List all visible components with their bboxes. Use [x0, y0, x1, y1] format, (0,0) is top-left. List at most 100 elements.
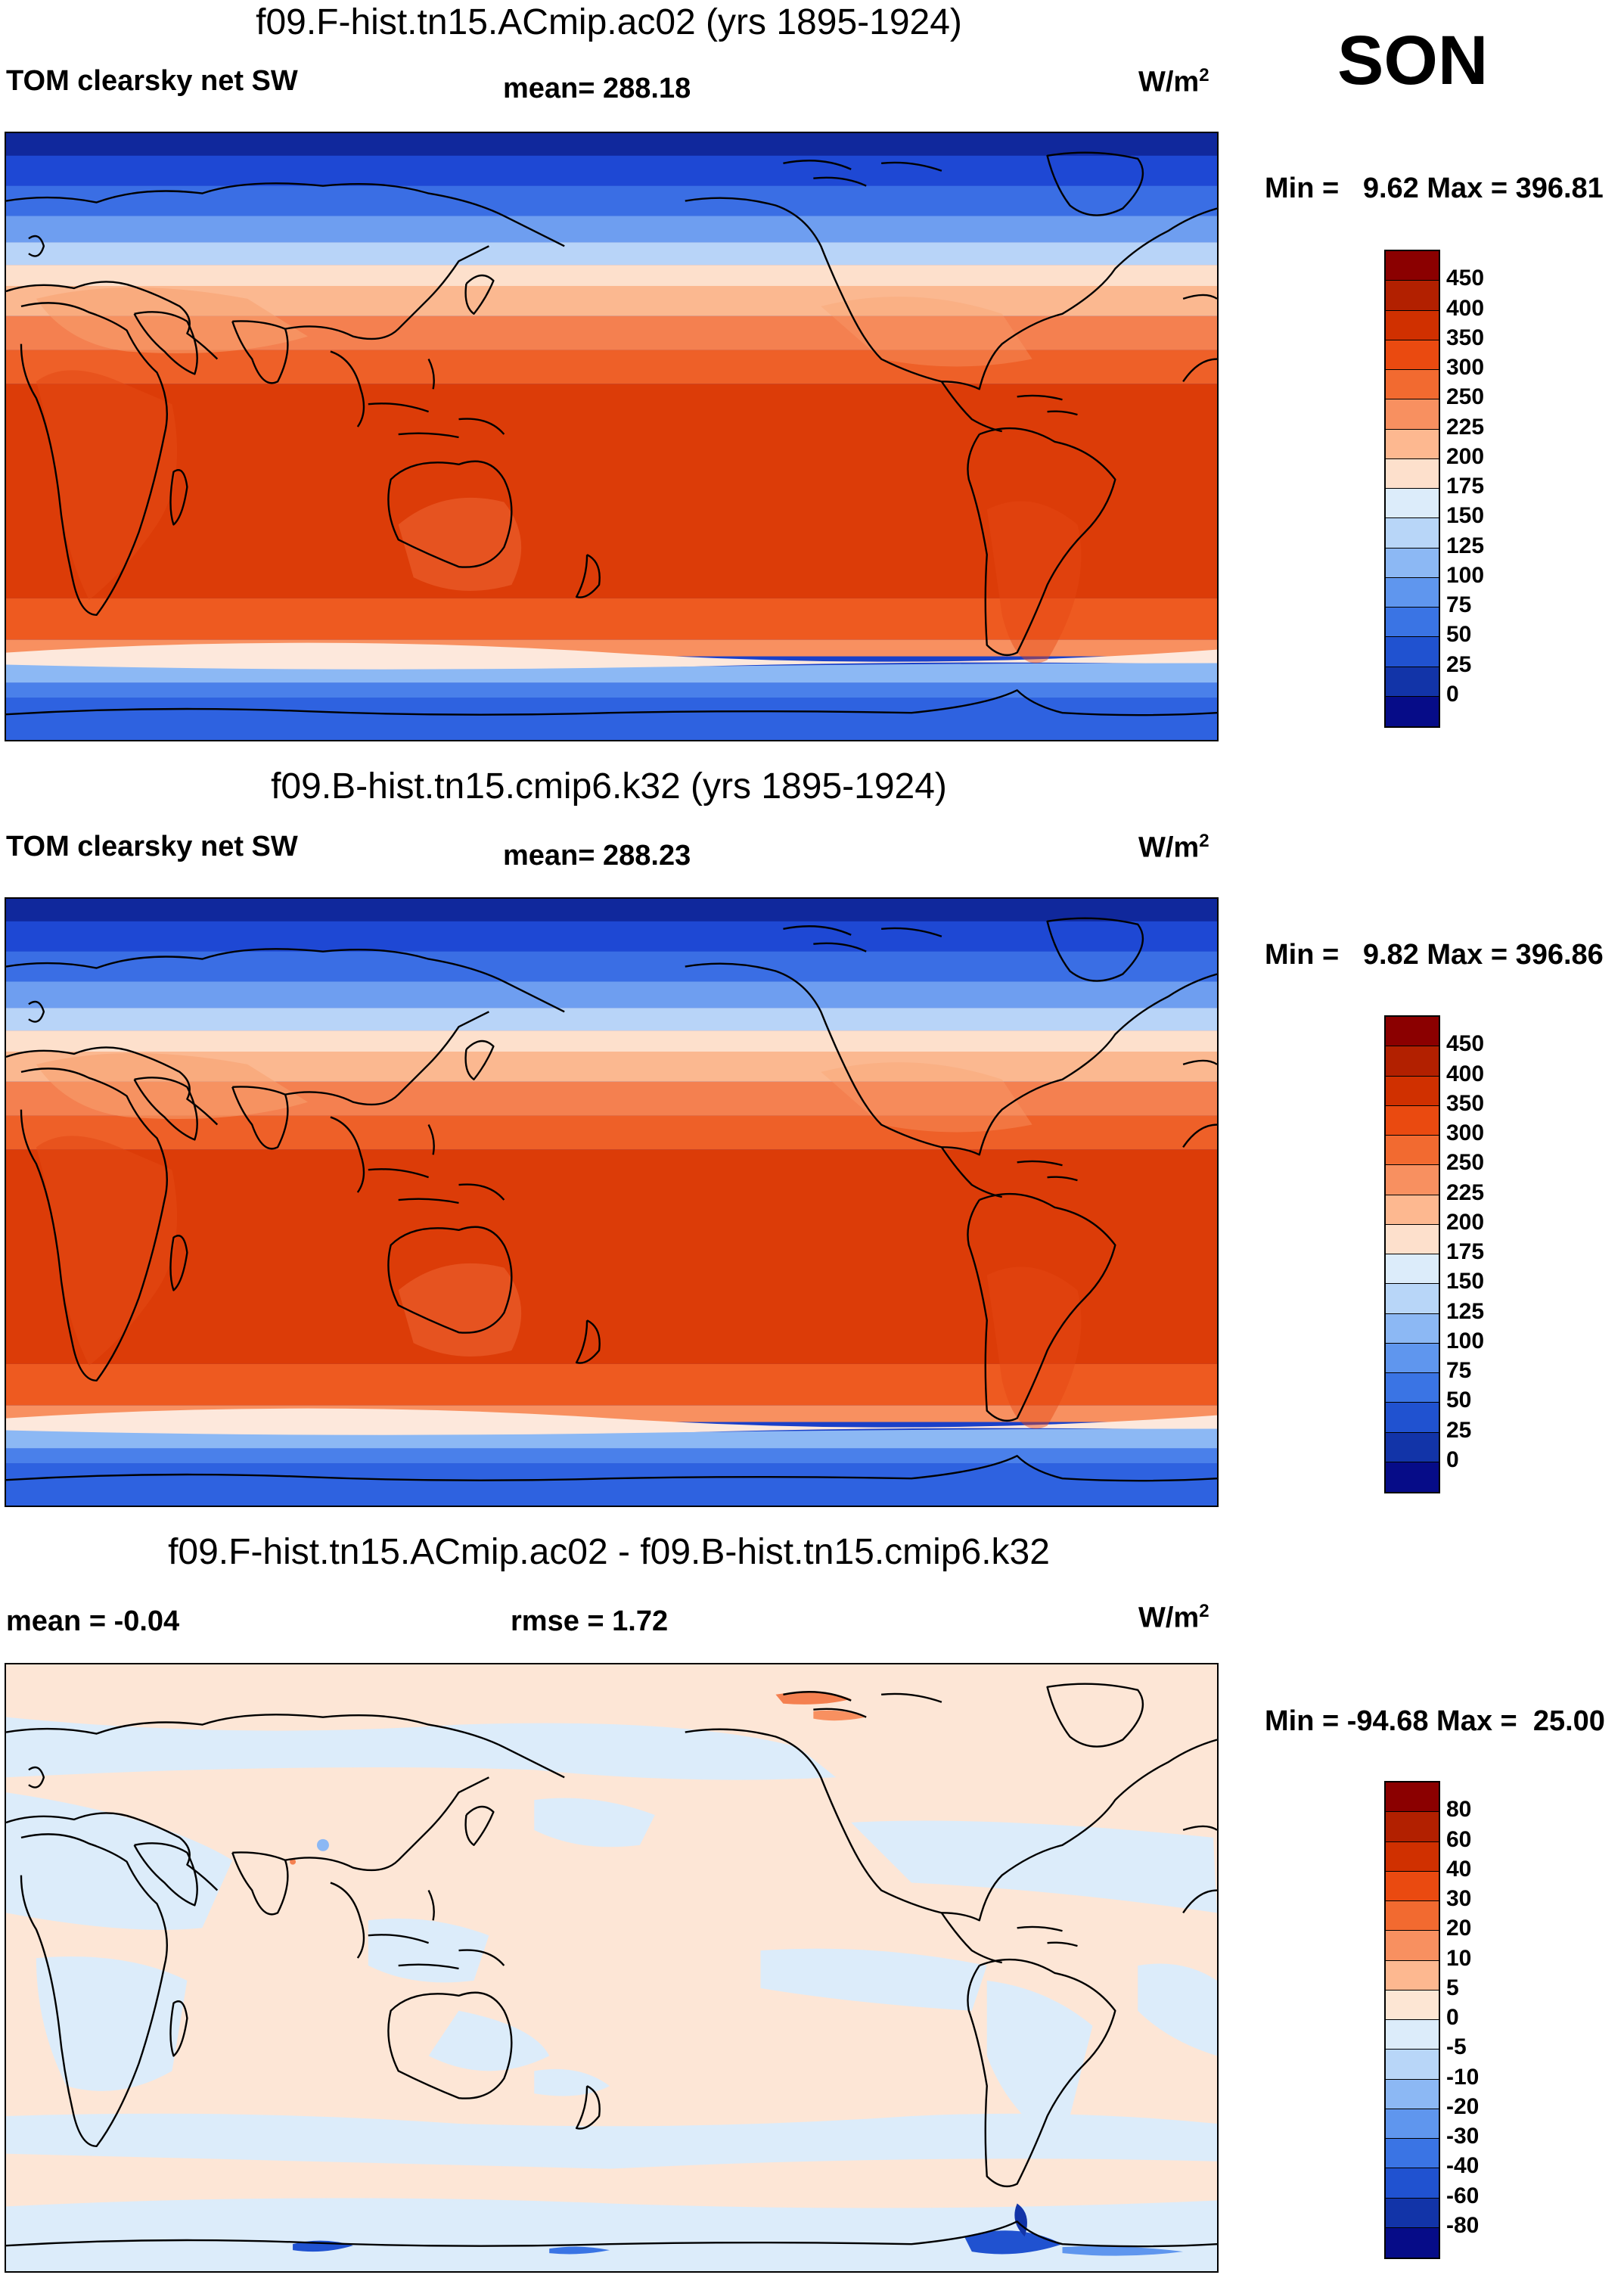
colorbar-swatch	[1386, 458, 1439, 489]
colorbar-swatch	[1386, 1960, 1439, 1991]
colorbar-swatch	[1386, 399, 1439, 430]
colorbar-swatch	[1386, 340, 1439, 370]
units-text: W/m	[1138, 831, 1200, 864]
panel-3-map-svg	[6, 1664, 1217, 2271]
colorbar-swatch	[1386, 1931, 1439, 1961]
colorbar-tick-label: 225	[1446, 414, 1485, 440]
colorbar-swatch	[1386, 1432, 1439, 1462]
colorbar-tick-label: 80	[1446, 1797, 1472, 1823]
colorbar-swatch	[1386, 310, 1439, 340]
colorbar-tick-label: 300	[1446, 355, 1485, 380]
colorbar-swatch	[1386, 2168, 1439, 2199]
panel-1-minmax: Min = 9.62 Max = 396.81	[1265, 172, 1604, 204]
colorbar-tick-label: 75	[1446, 1358, 1472, 1383]
colorbar-swatch	[1386, 1812, 1439, 1842]
panel-1-mean-label: mean= 288.18	[503, 73, 691, 104]
colorbar-swatch	[1386, 2079, 1439, 2109]
units-superscript: 2	[1199, 1601, 1209, 1621]
colorbar-swatch	[1386, 1136, 1439, 1166]
panel-1-variable-label: TOM clearsky net SW	[6, 65, 298, 97]
colorbar-swatch	[1386, 1901, 1439, 1931]
colorbar-swatch	[1386, 1462, 1439, 1492]
colorbar-swatch	[1386, 1195, 1439, 1225]
colorbar-tick-label: 30	[1446, 1886, 1472, 1911]
colorbar-tick-label: 25	[1446, 651, 1472, 677]
colorbar-tick-label: 225	[1446, 1179, 1485, 1205]
units-superscript: 2	[1199, 831, 1209, 851]
colorbar-tick-label: 450	[1446, 266, 1485, 291]
panel-3-rmse-label: rmse = 1.72	[511, 1605, 669, 1637]
colorbar-swatch	[1386, 548, 1439, 578]
colorbar-swatch	[1386, 1284, 1439, 1314]
panel-2-title: f09.B-hist.tn15.cmip6.k32 (yrs 1895-1924…	[271, 766, 947, 806]
colorbar-swatch	[1386, 429, 1439, 459]
panel-3-mean-label: mean = -0.04	[6, 1605, 180, 1637]
colorbar-tick-label: 150	[1446, 503, 1485, 529]
colorbar-swatch	[1386, 2020, 1439, 2050]
colorbar-swatch	[1386, 1076, 1439, 1106]
colorbar-swatch	[1386, 667, 1439, 697]
colorbar-tick-label: 150	[1446, 1269, 1485, 1294]
panel-2-mean-label: mean= 288.23	[503, 840, 691, 872]
units-superscript: 2	[1199, 65, 1209, 85]
colorbar-swatch	[1386, 608, 1439, 638]
colorbar-tick-label: 350	[1446, 325, 1485, 350]
colorbar-tick-label: 100	[1446, 562, 1485, 588]
colorbar-swatch	[1386, 1313, 1439, 1344]
units-text: W/m	[1138, 66, 1200, 98]
colorbar-swatch	[1386, 1254, 1439, 1285]
colorbar-tick-label: -40	[1446, 2153, 1480, 2179]
colorbar-swatch	[1386, 1990, 1439, 2020]
colorbar-tick-label: 450	[1446, 1031, 1485, 1057]
colorbar-tick-label: 75	[1446, 592, 1472, 617]
panel-1-colorbar	[1384, 250, 1440, 728]
colorbar-tick-label: 200	[1446, 1209, 1485, 1235]
colorbar-swatch	[1386, 518, 1439, 549]
colorbar-swatch	[1386, 637, 1439, 667]
colorbar-tick-label: 40	[1446, 1856, 1472, 1882]
colorbar-swatch	[1386, 696, 1439, 726]
colorbar-tick-label: 300	[1446, 1120, 1485, 1145]
colorbar-tick-label: 250	[1446, 1150, 1485, 1176]
colorbar-tick-label: 100	[1446, 1328, 1485, 1353]
colorbar-tick-label: 0	[1446, 681, 1459, 707]
colorbar-tick-label: 400	[1446, 295, 1485, 321]
colorbar-swatch	[1386, 1343, 1439, 1373]
colorbar-tick-label: 125	[1446, 1298, 1485, 1324]
colorbar-swatch	[1386, 1403, 1439, 1433]
colorbar-tick-label: 60	[1446, 1826, 1472, 1852]
colorbar-tick-label: -5	[1446, 2034, 1467, 2060]
colorbar-tick-label: -80	[1446, 2212, 1480, 2238]
colorbar-swatch	[1386, 1046, 1439, 1077]
colorbar-tick-label: 125	[1446, 533, 1485, 558]
colorbar-tick-label: 0	[1446, 2005, 1459, 2030]
season-label: SON	[1337, 22, 1489, 99]
panel-3-title: f09.F-hist.tn15.ACmip.ac02 - f09.B-hist.…	[168, 1532, 1050, 1572]
colorbar-tick-label: 0	[1446, 1447, 1459, 1472]
colorbar-swatch	[1386, 577, 1439, 608]
colorbar-tick-label: 50	[1446, 1388, 1472, 1413]
colorbar-tick-label: 20	[1446, 1916, 1472, 1941]
panel-1-title: f09.F-hist.tn15.ACmip.ac02 (yrs 1895-192…	[256, 2, 962, 42]
panel-2-colorbar	[1384, 1015, 1440, 1493]
colorbar-swatch	[1386, 1782, 1439, 1813]
colorbar-tick-label: -30	[1446, 2124, 1480, 2149]
panel-2-variable-label: TOM clearsky net SW	[6, 831, 298, 862]
colorbar-tick-label: -10	[1446, 2064, 1480, 2090]
colorbar-tick-label: 5	[1446, 1975, 1459, 2000]
colorbar-swatch	[1386, 1871, 1439, 1901]
colorbar-tick-label: 175	[1446, 1239, 1485, 1264]
panel-3-colorbar	[1384, 1781, 1440, 2259]
colorbar-swatch	[1386, 1105, 1439, 1136]
colorbar-tick-label: 10	[1446, 1945, 1472, 1971]
colorbar-tick-label: 200	[1446, 443, 1485, 469]
colorbar-tick-label: 175	[1446, 474, 1485, 499]
colorbar-swatch	[1386, 2139, 1439, 2169]
colorbar-swatch	[1386, 1373, 1439, 1403]
colorbar-swatch	[1386, 1841, 1439, 1872]
panel-1-units: W/m2	[1138, 65, 1209, 99]
panel-2-map-svg	[6, 899, 1217, 1506]
colorbar-swatch	[1386, 2109, 1439, 2139]
colorbar-tick-label: 50	[1446, 622, 1472, 648]
panel-2-map	[5, 897, 1219, 1507]
